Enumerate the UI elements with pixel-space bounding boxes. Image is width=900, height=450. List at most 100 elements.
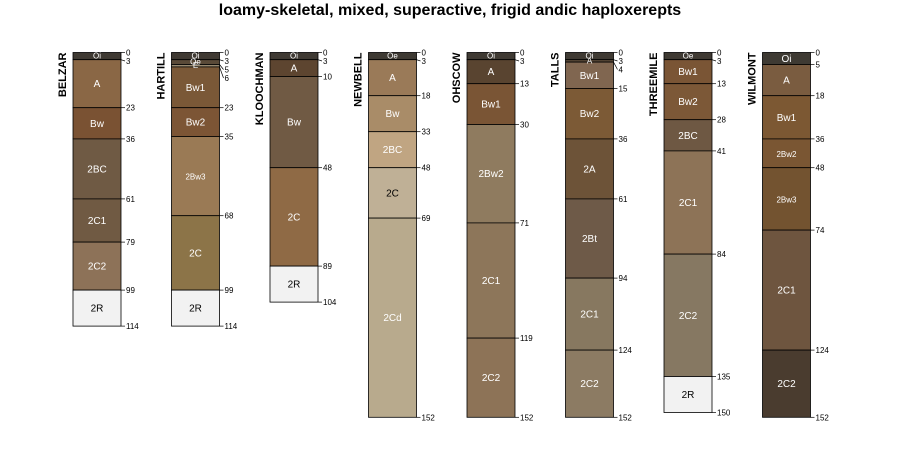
depth-label: 74 (816, 226, 825, 235)
horizon-block (466, 124, 516, 224)
horizon-label: 2BC (678, 131, 697, 142)
horizon-label: 2C1 (580, 310, 599, 321)
profile-ohscow: OHSCOW Oi A Bw1 2Bw2 2C1 2C2 03 13 30 71 119 152 (451, 49, 534, 423)
depth-label: 23 (225, 104, 234, 113)
horizon-label: Oi (782, 54, 792, 65)
horizon-block (565, 61, 614, 89)
depth-tick (219, 66, 224, 79)
depth-label: 0 (816, 49, 821, 58)
horizon-label: 2C2 (88, 262, 107, 273)
horizon-block (663, 376, 713, 413)
profile-name: HARTILL (156, 52, 168, 99)
horizon-label: 2Cd (383, 313, 401, 324)
depth-label: 124 (816, 346, 830, 355)
horizon-block (565, 198, 614, 279)
depth-label: 48 (323, 164, 332, 173)
depth-label: 150 (717, 409, 731, 418)
profile-kloochman: KLOOCHMAN Oi A Bw 2C 2R 03 10 48 89 104 (254, 49, 337, 308)
horizon-label: 2BC (87, 164, 106, 175)
depth-label: 0 (225, 49, 230, 58)
depth-label: 10 (323, 73, 332, 82)
depth-label: 3 (225, 57, 230, 66)
depth-label: 13 (520, 80, 529, 89)
horizon-label: A (291, 64, 298, 75)
depth-label: 99 (126, 286, 135, 295)
depth-label: 0 (323, 49, 328, 58)
horizon-block (72, 289, 122, 327)
horizon-label: Bw (386, 109, 401, 120)
depth-label: 99 (225, 286, 234, 295)
horizon-label: 2R (682, 390, 695, 401)
depth-label: 0 (717, 49, 722, 58)
horizon-block (72, 241, 122, 291)
depth-label: 94 (619, 274, 628, 283)
profile-newbell: NEWBELL Oe A Bw 2BC 2C 2Cd 03 18 33 48 69 152 (353, 49, 436, 423)
profile-name: KLOOCHMAN (254, 52, 266, 125)
depth-label: 79 (126, 238, 135, 247)
horizon-block (368, 217, 417, 418)
depth-label: 18 (422, 92, 431, 101)
depth-label: 89 (323, 262, 332, 271)
depth-label: 104 (323, 298, 337, 307)
horizon-block (762, 95, 811, 140)
depth-label: 33 (422, 128, 431, 137)
horizon-block (72, 59, 122, 109)
horizon-label: Oi (290, 52, 298, 61)
depth-label: 30 (520, 121, 529, 130)
horizon-label: 2R (91, 304, 104, 315)
depth-label: 152 (816, 413, 830, 422)
depth-label: 36 (126, 135, 135, 144)
horizon-block (663, 59, 713, 85)
depth-label: 84 (717, 250, 726, 259)
depth-label: 36 (619, 135, 628, 144)
depth-label: 3 (619, 57, 624, 66)
depth-tick (613, 61, 618, 70)
depth-tick (317, 59, 323, 62)
depth-label: 3 (520, 57, 525, 66)
depth-label: 15 (619, 85, 628, 94)
horizon-block (466, 83, 516, 125)
horizon-label: 2Bw2 (478, 169, 503, 180)
depth-label: 3 (126, 57, 131, 66)
horizon-label: Bw2 (580, 109, 600, 120)
horizon-block (269, 167, 319, 267)
horizon-label: Bw1 (777, 113, 797, 124)
horizon-block (72, 198, 122, 243)
horizon-label: 2C1 (777, 286, 796, 297)
horizon-block (171, 136, 220, 217)
depth-label: 36 (816, 135, 825, 144)
horizon-block (565, 88, 614, 140)
horizon-label: 2Bt (582, 234, 597, 245)
horizon-label: A (389, 73, 396, 84)
horizon-label: 2C (386, 188, 399, 199)
depth-label: 23 (126, 104, 135, 113)
horizon-label: 2C (288, 212, 301, 223)
depth-label: 69 (422, 214, 431, 223)
horizon-label: Bw2 (678, 97, 698, 108)
horizon-label: 2A (583, 164, 596, 175)
profile-belzar: BELZAR Oi A Bw 2BC 2C1 2C2 2R 03 23 36 61 79 99 114 (57, 49, 139, 332)
depth-label: 152 (619, 413, 633, 422)
horizon-block (565, 349, 614, 418)
depth-tick (219, 59, 224, 62)
horizon-label: 2R (189, 304, 202, 315)
depth-label: 48 (422, 164, 431, 173)
horizon-block (171, 215, 220, 291)
horizon-block (171, 289, 220, 327)
horizon-block (663, 83, 713, 121)
depth-label: 6 (225, 74, 230, 83)
horizon-label: A (488, 67, 495, 78)
horizon-block (663, 119, 713, 152)
depth-label: 135 (717, 373, 731, 382)
profile-name: THREEMILE (648, 53, 660, 117)
horizon-block (762, 138, 811, 169)
horizon-block (72, 107, 122, 140)
horizon-block (269, 265, 319, 303)
horizon-label: Bw1 (580, 71, 600, 82)
profile-threemile: THREEMILE Oe Bw1 Bw2 2BC 2C1 2C2 2R 03 13 28 41 84 13… (648, 49, 731, 418)
depth-label: 114 (225, 322, 238, 331)
horizon-label: Bw1 (678, 67, 698, 78)
profile-name: WILMONT (747, 52, 759, 105)
horizon-block (466, 337, 516, 418)
horizon-label: A (587, 56, 593, 65)
